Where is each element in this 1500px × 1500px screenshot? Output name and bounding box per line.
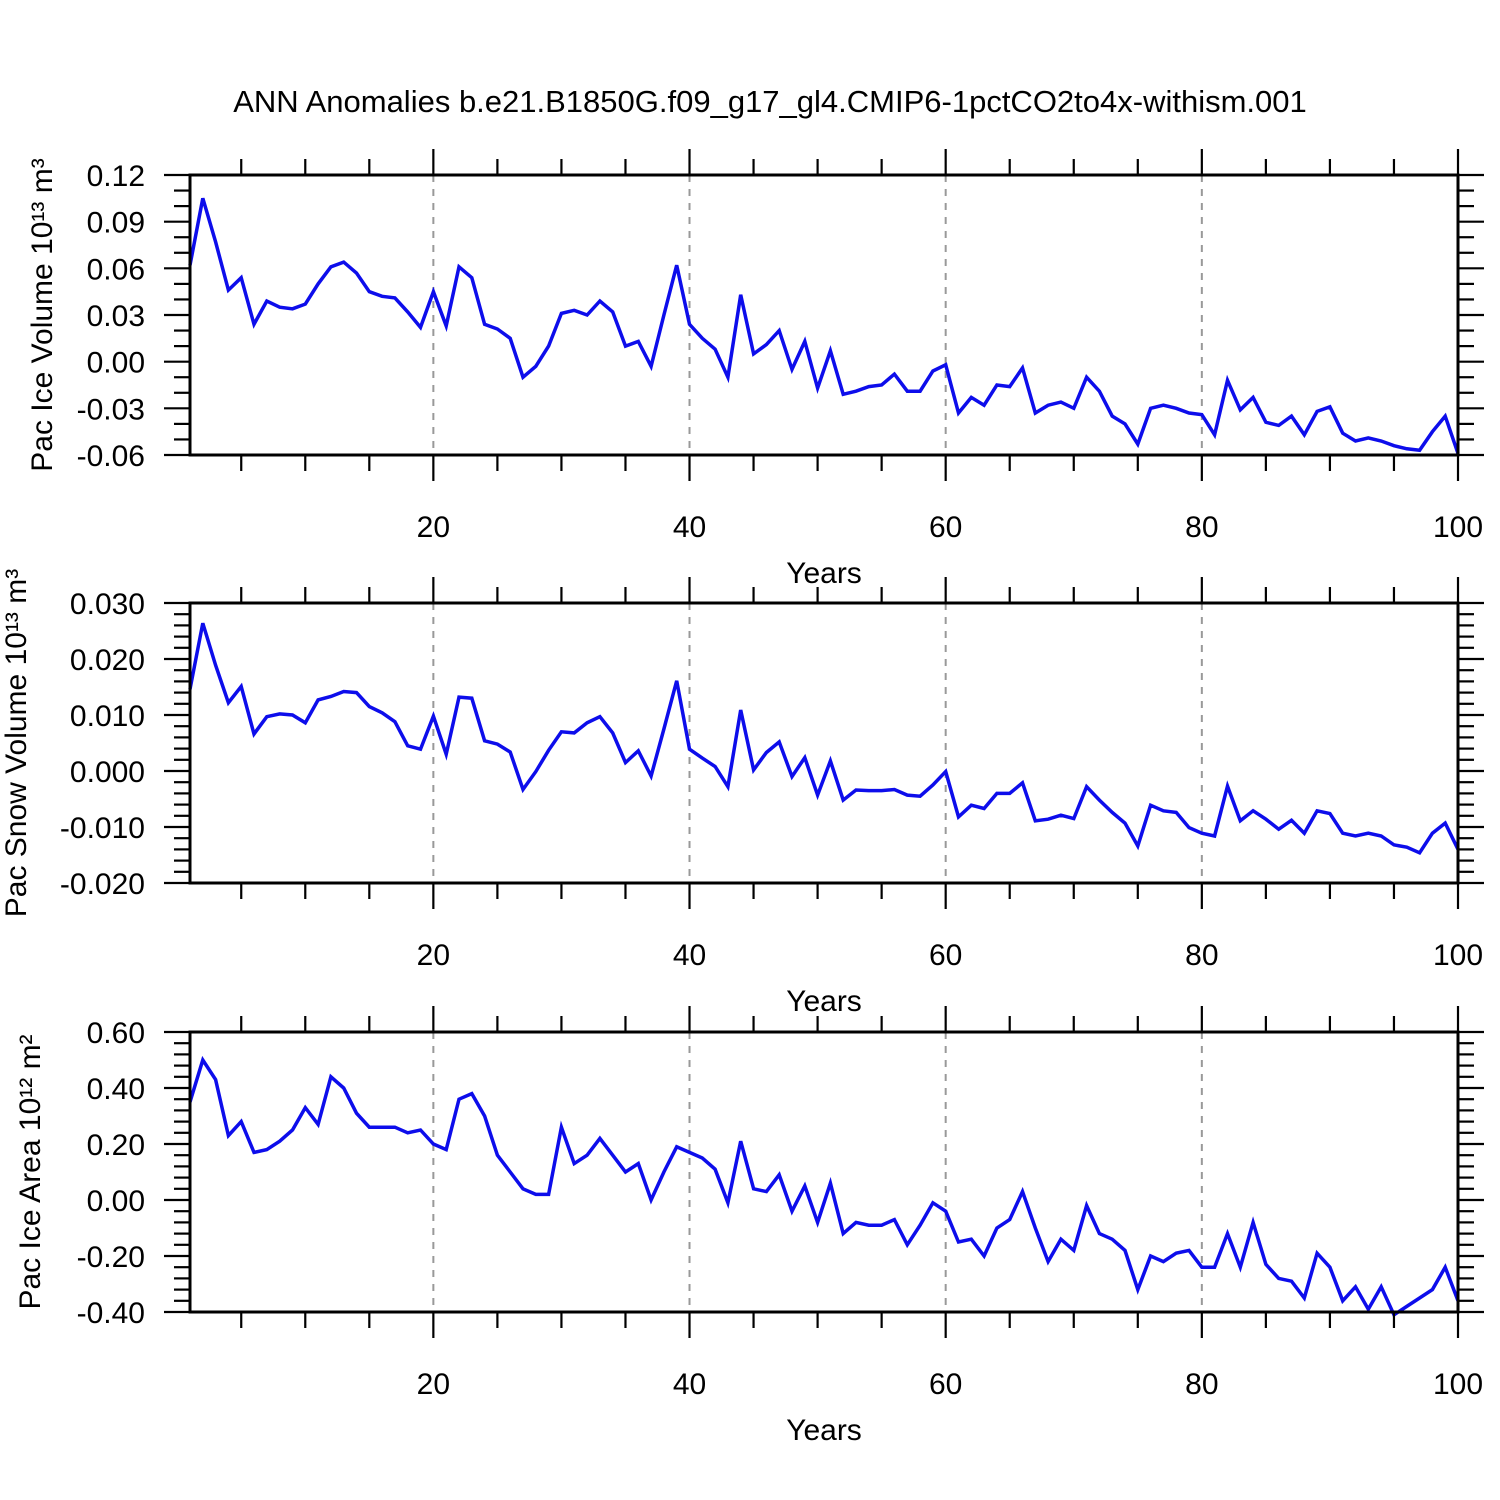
y-tick-label: 0.09 — [87, 207, 145, 240]
ticks — [164, 149, 1484, 481]
figure-title: ANN Anomalies b.e21.B1850G.f09_g17_gl4.C… — [233, 84, 1307, 119]
y-axis-title: Pac Snow Volume 10¹³ m³ — [0, 569, 33, 917]
x-tick-label: 40 — [673, 1368, 706, 1401]
y-tick-label: -0.010 — [60, 812, 145, 845]
y-tick-label: 0.00 — [87, 347, 145, 380]
axes-frame — [188, 1030, 1460, 1314]
y-tick-label: 0.03 — [87, 300, 145, 333]
panel-snow-volume: -0.020 -0.010 0.000 0.010 0.020 0.030 20 40 60 80… — [0, 569, 1484, 1018]
series-line — [188, 1055, 1460, 1318]
y-axis-title: Pac Ice Area 10¹² m² — [14, 1034, 47, 1309]
series-line — [188, 622, 1460, 855]
x-tick-label: 60 — [929, 939, 962, 972]
y-tick-label: 0.12 — [87, 160, 145, 193]
x-tick-label: 80 — [1185, 511, 1218, 544]
x-tick-label: 20 — [417, 511, 450, 544]
x-tick-label: 60 — [929, 1368, 962, 1401]
ticks — [164, 1006, 1484, 1338]
y-tick-label: -0.020 — [60, 868, 145, 901]
x-tick-label: 80 — [1185, 939, 1218, 972]
x-tick-label: 100 — [1433, 1368, 1483, 1401]
y-tick-label: 0.40 — [87, 1073, 145, 1106]
y-tick-label: 0.010 — [70, 700, 145, 733]
y-tick-label: -0.40 — [77, 1297, 145, 1330]
x-tick-label: 20 — [417, 939, 450, 972]
y-tick-label: 0.030 — [70, 588, 145, 621]
axes-frame — [188, 601, 1460, 885]
y-tick-label: 0.000 — [70, 756, 145, 789]
y-tick-label: -0.20 — [77, 1241, 145, 1274]
y-tick-label: 0.00 — [87, 1185, 145, 1218]
panel-ice-volume: -0.06 -0.03 0.00 0.03 0.06 0.09 0.12 20 40 60 80 10… — [26, 149, 1484, 590]
series-line — [188, 197, 1460, 454]
x-tick-label: 100 — [1433, 939, 1483, 972]
x-tick-label: 40 — [673, 511, 706, 544]
y-tick-label: 0.020 — [70, 644, 145, 677]
y-axis-title: Pac Ice Volume 10¹³ m³ — [26, 158, 59, 471]
x-tick-label: 20 — [417, 1368, 450, 1401]
y-tick-label: 0.20 — [87, 1129, 145, 1162]
y-tick-label: -0.03 — [77, 393, 145, 426]
x-axis-title: Years — [786, 1414, 862, 1447]
x-axis-title: Years — [786, 985, 862, 1018]
y-tick-label: 0.60 — [87, 1017, 145, 1050]
panel-ice-area: -0.40 -0.20 0.00 0.20 0.40 0.60 20 40 60 80 100 Yea… — [14, 1006, 1484, 1447]
x-tick-label: 80 — [1185, 1368, 1218, 1401]
x-tick-label: 100 — [1433, 511, 1483, 544]
x-tick-label: 60 — [929, 511, 962, 544]
ticks — [164, 577, 1484, 909]
x-tick-label: 40 — [673, 939, 706, 972]
axes-frame — [188, 173, 1460, 457]
y-tick-label: 0.06 — [87, 253, 145, 286]
y-tick-label: -0.06 — [77, 440, 145, 473]
x-axis-title: Years — [786, 557, 862, 590]
